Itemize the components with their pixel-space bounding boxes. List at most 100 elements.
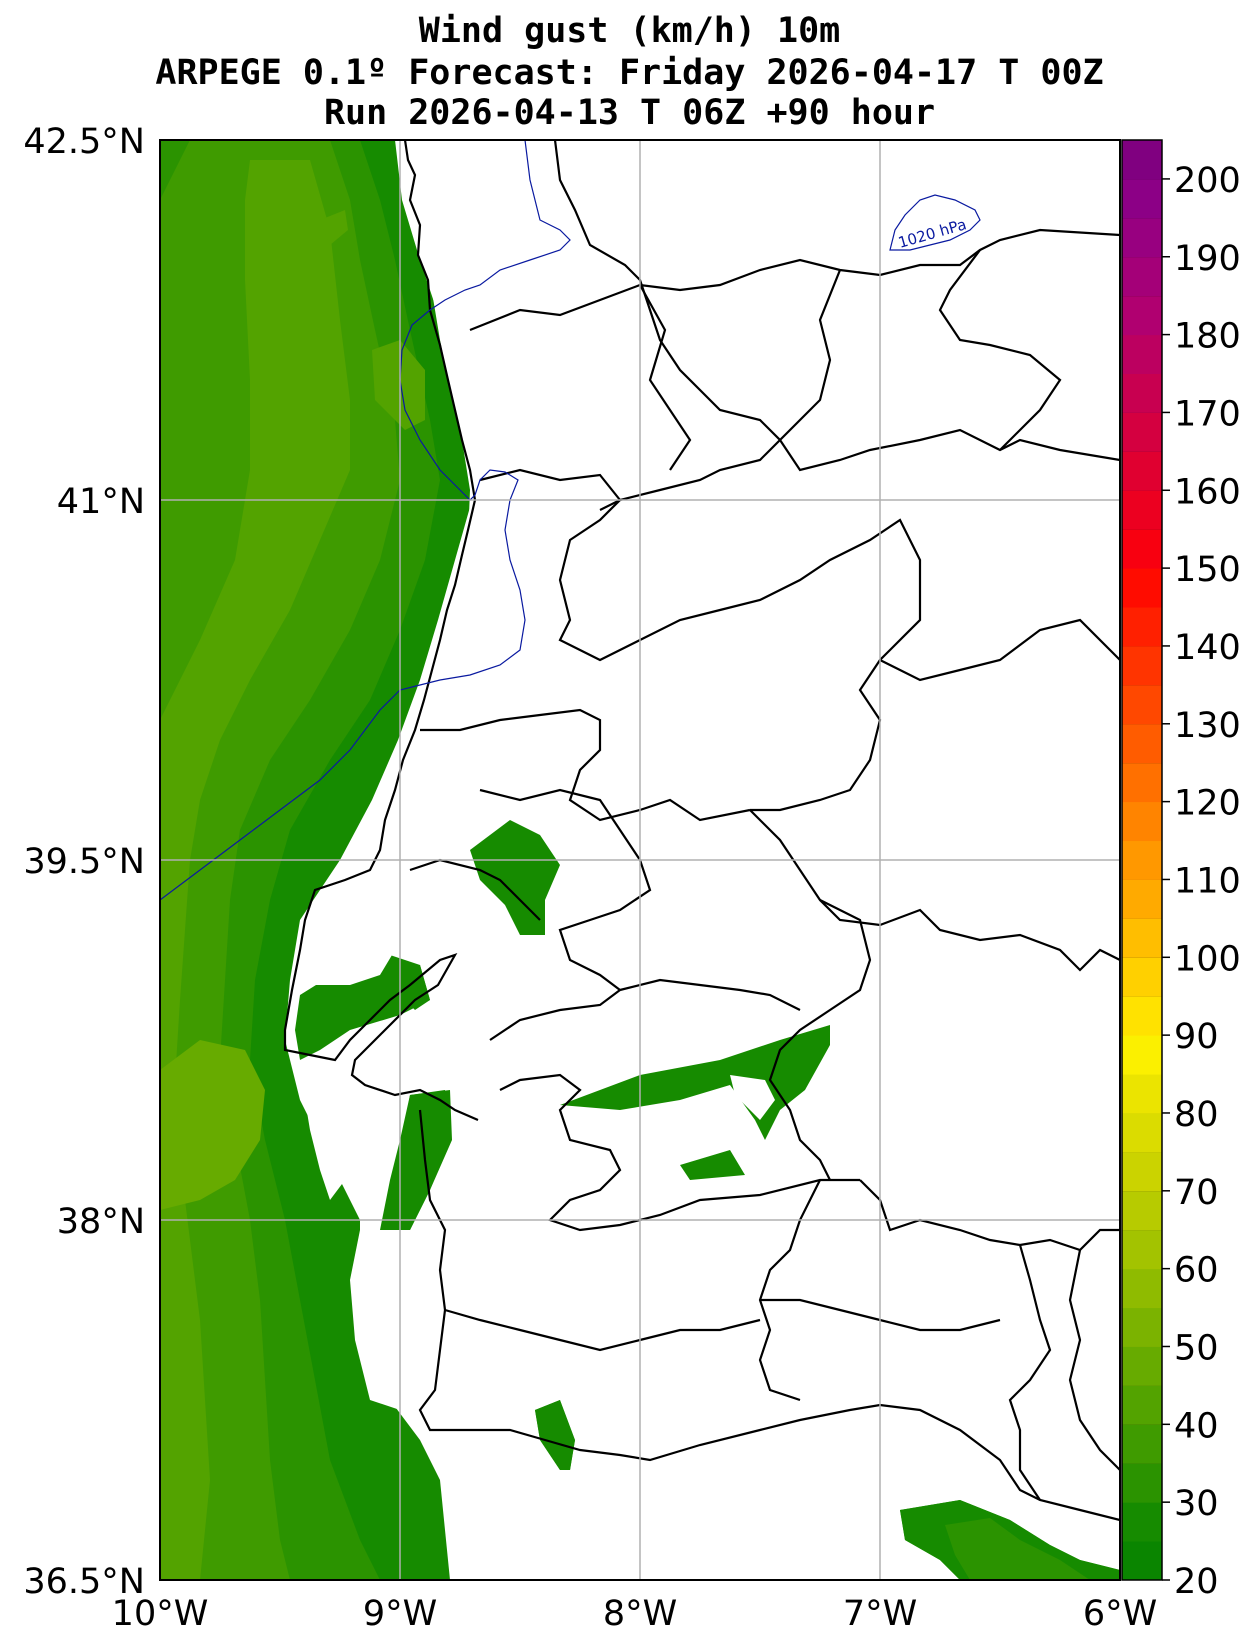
inland-wind-patch xyxy=(400,965,430,1010)
colorbar-tick-label: 70 xyxy=(1174,1173,1219,1213)
colorbar-tick-label: 190 xyxy=(1174,239,1241,279)
lon-tick-label: 6°W xyxy=(1083,1594,1157,1634)
colorbar-tick-label: 180 xyxy=(1174,317,1241,357)
colorbar-swatch xyxy=(1122,256,1162,297)
colorbar-swatch xyxy=(1122,918,1162,958)
lat-tick-label: 38°N xyxy=(57,1202,145,1242)
colorbar-swatch xyxy=(1122,645,1162,686)
border-north-river xyxy=(469,228,1120,332)
colorbar-tick-label: 80 xyxy=(1174,1095,1219,1135)
colorbar-tick-label: 100 xyxy=(1174,939,1241,979)
coastline xyxy=(283,140,479,1122)
lon-tick-label: 10°W xyxy=(112,1594,209,1634)
colorbar-swatch xyxy=(1122,996,1162,1036)
colorbar-swatch xyxy=(1122,1307,1162,1347)
border-district xyxy=(768,899,872,1181)
lon-axis: 10°W 9°W 8°W 7°W 6°W xyxy=(112,1594,1158,1634)
lon-tick-label: 8°W xyxy=(603,1594,677,1634)
colorbar-tick-label: 60 xyxy=(1174,1251,1219,1291)
colorbar-swatch xyxy=(1122,957,1162,997)
ocean-wind-core-45 xyxy=(160,1040,265,1210)
border-district xyxy=(619,978,801,1011)
colorbar-tick-label: 150 xyxy=(1174,550,1241,590)
inland-wind-patch xyxy=(385,1090,452,1230)
lat-tick-label: 39.5°N xyxy=(23,842,145,882)
border-district xyxy=(553,140,1120,472)
lat-tick-label: 36.5°N xyxy=(23,1562,145,1602)
inland-wind-patch xyxy=(680,1150,745,1180)
colorbar-swatch xyxy=(1122,1229,1162,1270)
border-district xyxy=(499,1073,860,1232)
colorbar-tick-label: 200 xyxy=(1174,161,1241,201)
map-title: Wind gust (km/h) 10m xyxy=(418,11,841,51)
lat-tick-label: 41°N xyxy=(57,482,145,522)
plot-frame xyxy=(159,139,1121,1581)
colorbar-swatch xyxy=(1122,217,1162,258)
colorbar-tick-label: 110 xyxy=(1174,861,1241,901)
border-district xyxy=(479,468,922,812)
colorbar-swatch xyxy=(1122,1541,1162,1581)
border-district xyxy=(639,284,692,471)
colorbar-tick-label: 40 xyxy=(1174,1406,1219,1446)
colorbar-tick-label: 30 xyxy=(1174,1484,1219,1524)
colorbar-swatch xyxy=(1122,373,1162,413)
colorbar-swatch xyxy=(1122,334,1162,375)
border-district xyxy=(489,989,621,1041)
colorbar-swatch xyxy=(1122,1151,1162,1192)
coastline-south xyxy=(418,1109,1120,1522)
border-district xyxy=(409,858,541,921)
coastal-wind-patch xyxy=(320,210,348,245)
border-district xyxy=(599,269,842,511)
colorbar-swatch xyxy=(1122,1035,1162,1075)
colorbar-swatch xyxy=(1122,723,1162,764)
colorbar-swatch xyxy=(1122,1502,1162,1542)
land-mask xyxy=(380,140,1120,1530)
colorbar-swatch xyxy=(1122,1463,1162,1503)
colorbar xyxy=(1121,139,1163,1581)
calm-area xyxy=(305,940,395,985)
colorbar-swatch xyxy=(1122,1346,1162,1386)
colorbar-tick-label: 170 xyxy=(1174,394,1241,434)
run-subtitle: Run 2026-04-13 T 06Z +90 hour xyxy=(323,93,936,133)
colorbar-swatch xyxy=(1122,295,1162,336)
colorbar-swatch xyxy=(1122,1268,1162,1309)
lat-tick-label: 42.5°N xyxy=(23,122,145,162)
colorbar-swatch xyxy=(1122,178,1162,219)
colorbar-tick-label: 130 xyxy=(1174,706,1241,746)
colorbar-tick-label: 20 xyxy=(1174,1562,1219,1602)
calm-area xyxy=(350,1230,430,1410)
colorbar-swatch xyxy=(1122,840,1162,880)
colorbar-swatch xyxy=(1122,1190,1162,1231)
colorbar-swatch xyxy=(1122,529,1162,569)
border-district xyxy=(420,708,751,822)
colorbar-swatch xyxy=(1122,879,1162,919)
colorbar-swatch xyxy=(1122,1424,1162,1464)
lat-axis: 42.5°N 41°N 39.5°N 38°N 36.5°N xyxy=(23,122,145,1602)
colorbar-tick-label: 140 xyxy=(1174,628,1241,668)
colorbar-swatch xyxy=(1122,762,1162,803)
inland-wind-patch xyxy=(945,1518,1090,1580)
border-district xyxy=(938,249,1062,451)
colorbar-swatch xyxy=(1122,607,1162,647)
colorbar-tick-label: 160 xyxy=(1174,472,1241,512)
colorbar-labels: 20 30 40 50 60 70 80 90 100 110 120 130 140 150 160 170… xyxy=(1162,161,1241,1602)
lon-tick-label: 9°W xyxy=(363,1594,437,1634)
lon-tick-label: 7°W xyxy=(843,1594,917,1634)
calm-area xyxy=(730,1075,775,1120)
coastline-borders xyxy=(283,140,1120,1522)
border-district xyxy=(1068,1249,1120,1471)
colorbar-swatch xyxy=(1122,140,1162,180)
colorbar-tick-label: 50 xyxy=(1174,1328,1219,1368)
forecast-subtitle: ARPEGE 0.1º Forecast: Friday 2026-04-17 … xyxy=(155,53,1104,93)
inland-wind-field xyxy=(385,820,1120,1580)
colorbar-swatch xyxy=(1122,1112,1162,1153)
border-district xyxy=(1008,1244,1052,1501)
inland-wind-patch xyxy=(535,1400,575,1470)
inland-wind-patch xyxy=(470,820,560,935)
colorbar-swatch xyxy=(1122,490,1162,530)
border-district xyxy=(879,618,1120,682)
graticule xyxy=(160,140,1120,1580)
calm-area xyxy=(300,1065,385,1200)
colorbar-swatch xyxy=(1122,412,1162,452)
